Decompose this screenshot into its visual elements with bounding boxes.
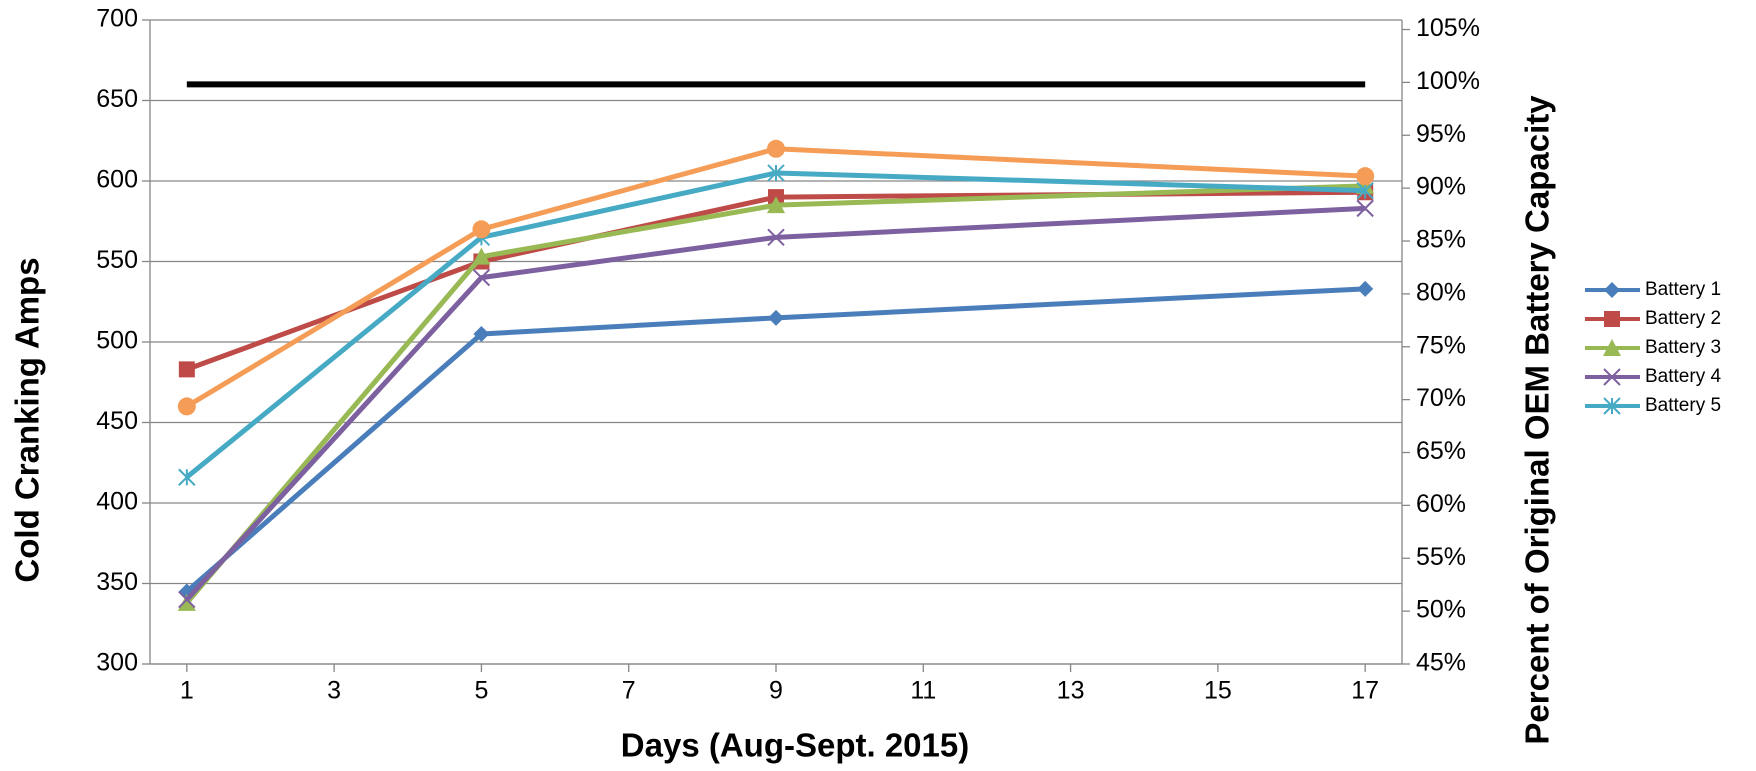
x-tick-label: 17 xyxy=(1351,677,1379,705)
marker xyxy=(177,593,196,611)
y-tick-label: 550 xyxy=(96,246,138,274)
x-tick-label: 15 xyxy=(1204,677,1232,705)
legend-label: Battery 3 xyxy=(1645,337,1721,358)
y-tick-label: 650 xyxy=(96,85,138,113)
marker xyxy=(178,468,196,486)
y2-tick-label: 85% xyxy=(1416,226,1466,254)
y2-tick-label: 55% xyxy=(1416,543,1466,571)
marker xyxy=(472,247,491,265)
marker xyxy=(768,309,784,326)
y2-tick-label: 90% xyxy=(1416,173,1466,201)
x-tick-label: 9 xyxy=(769,677,783,705)
marker xyxy=(1356,167,1375,186)
marker xyxy=(1603,397,1621,415)
marker xyxy=(767,139,785,158)
marker xyxy=(1356,199,1374,218)
y-tick-label: 700 xyxy=(96,5,138,33)
y-tick-label: 300 xyxy=(96,649,138,677)
y2-tick-label: 105% xyxy=(1416,14,1480,42)
series-line xyxy=(185,146,1366,409)
marker xyxy=(472,220,491,239)
marker xyxy=(1356,181,1374,200)
y-tick-label: 600 xyxy=(96,166,138,194)
marker xyxy=(1603,339,1621,356)
x-tick-label: 11 xyxy=(910,677,936,705)
y2-tick-label: 60% xyxy=(1416,490,1466,518)
marker xyxy=(178,590,196,609)
y2-tick-label: 70% xyxy=(1416,384,1466,412)
y2-tick-label: 80% xyxy=(1416,278,1466,306)
x-tick-label: 13 xyxy=(1057,677,1085,705)
y2-tick-label: 45% xyxy=(1416,649,1466,677)
legend-label: Battery 5 xyxy=(1645,395,1721,416)
legend-label: Battery 1 xyxy=(1645,279,1721,300)
y-tick-label: 400 xyxy=(96,488,138,516)
legend-label: Battery 2 xyxy=(1645,308,1721,329)
marker xyxy=(177,397,196,416)
marker xyxy=(767,164,785,182)
y2-tick-label: 50% xyxy=(1416,596,1466,624)
marker xyxy=(767,228,785,247)
marker xyxy=(473,325,490,342)
legend-label: Battery 4 xyxy=(1645,366,1721,387)
marker xyxy=(1603,368,1621,386)
marker xyxy=(767,196,785,214)
series-line xyxy=(185,286,1366,594)
x-tick-label: 1 xyxy=(180,677,194,705)
x-tick-label: 3 xyxy=(327,677,341,705)
series-line xyxy=(184,183,1366,605)
y-tick-label: 500 xyxy=(96,327,138,355)
marker xyxy=(1604,311,1620,327)
series-line xyxy=(184,205,1366,602)
marker xyxy=(1604,282,1620,298)
marker xyxy=(1357,280,1374,297)
y-tick-label: 450 xyxy=(96,407,138,435)
y2-tick-label: 95% xyxy=(1416,120,1466,148)
y2-axis-title: Percent of Original OEM Battery Capacity xyxy=(1519,95,1556,745)
marker xyxy=(178,361,195,378)
marker xyxy=(472,268,491,287)
y-tick-label: 350 xyxy=(96,568,138,596)
x-axis-title: Days (Aug-Sept. 2015) xyxy=(621,727,969,764)
y-axis-title: Cold Cranking Amps xyxy=(9,257,46,582)
series-line xyxy=(185,170,1366,480)
y2-tick-label: 65% xyxy=(1416,437,1466,465)
y2-tick-label: 75% xyxy=(1416,331,1466,359)
x-tick-label: 7 xyxy=(622,677,636,705)
y2-tick-label: 100% xyxy=(1416,67,1480,95)
x-tick-label: 5 xyxy=(474,677,488,705)
